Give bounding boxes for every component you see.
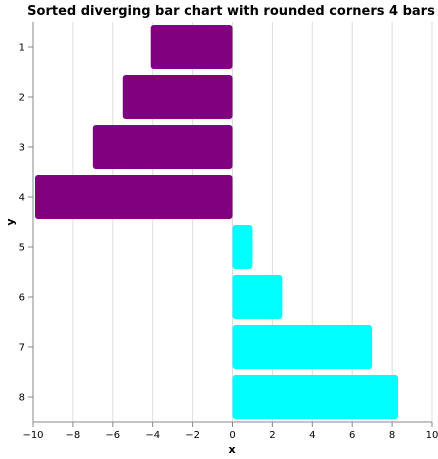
y-tick-label: 7 — [19, 343, 25, 354]
x-tick-label: 0 — [229, 430, 235, 441]
y-axis-title: y — [4, 218, 17, 225]
bar-8 — [232, 375, 399, 419]
bar-7 — [232, 325, 373, 369]
y-tick-label: 3 — [19, 143, 25, 154]
bar-1 — [150, 25, 233, 69]
bar-2 — [122, 75, 233, 119]
y-tick-label: 4 — [19, 193, 25, 204]
x-tick-label: 10 — [426, 430, 438, 441]
x-tick-label: −8 — [66, 430, 81, 441]
chart-title: Sorted diverging bar chart with rounded … — [27, 4, 435, 19]
y-tick-label: 1 — [19, 43, 25, 54]
x-tick-label: −2 — [185, 430, 200, 441]
x-axis-title: x — [228, 443, 235, 456]
bar-4 — [34, 175, 233, 219]
x-tick-label: 8 — [389, 430, 395, 441]
x-tick-label: −6 — [105, 430, 120, 441]
bar-6 — [232, 275, 283, 319]
x-tick-label: 6 — [349, 430, 355, 441]
y-tick-label: 2 — [19, 93, 25, 104]
x-tick-label: 4 — [309, 430, 315, 441]
x-tick-label: 2 — [269, 430, 275, 441]
y-tick-label: 8 — [19, 393, 25, 404]
x-tick-label: −10 — [22, 430, 43, 441]
x-tick-label: −4 — [145, 430, 160, 441]
bar-5 — [232, 225, 253, 269]
y-tick-label: 6 — [19, 293, 25, 304]
y-tick-label: 5 — [19, 243, 25, 254]
bars — [34, 25, 399, 419]
bar-3 — [92, 125, 233, 169]
